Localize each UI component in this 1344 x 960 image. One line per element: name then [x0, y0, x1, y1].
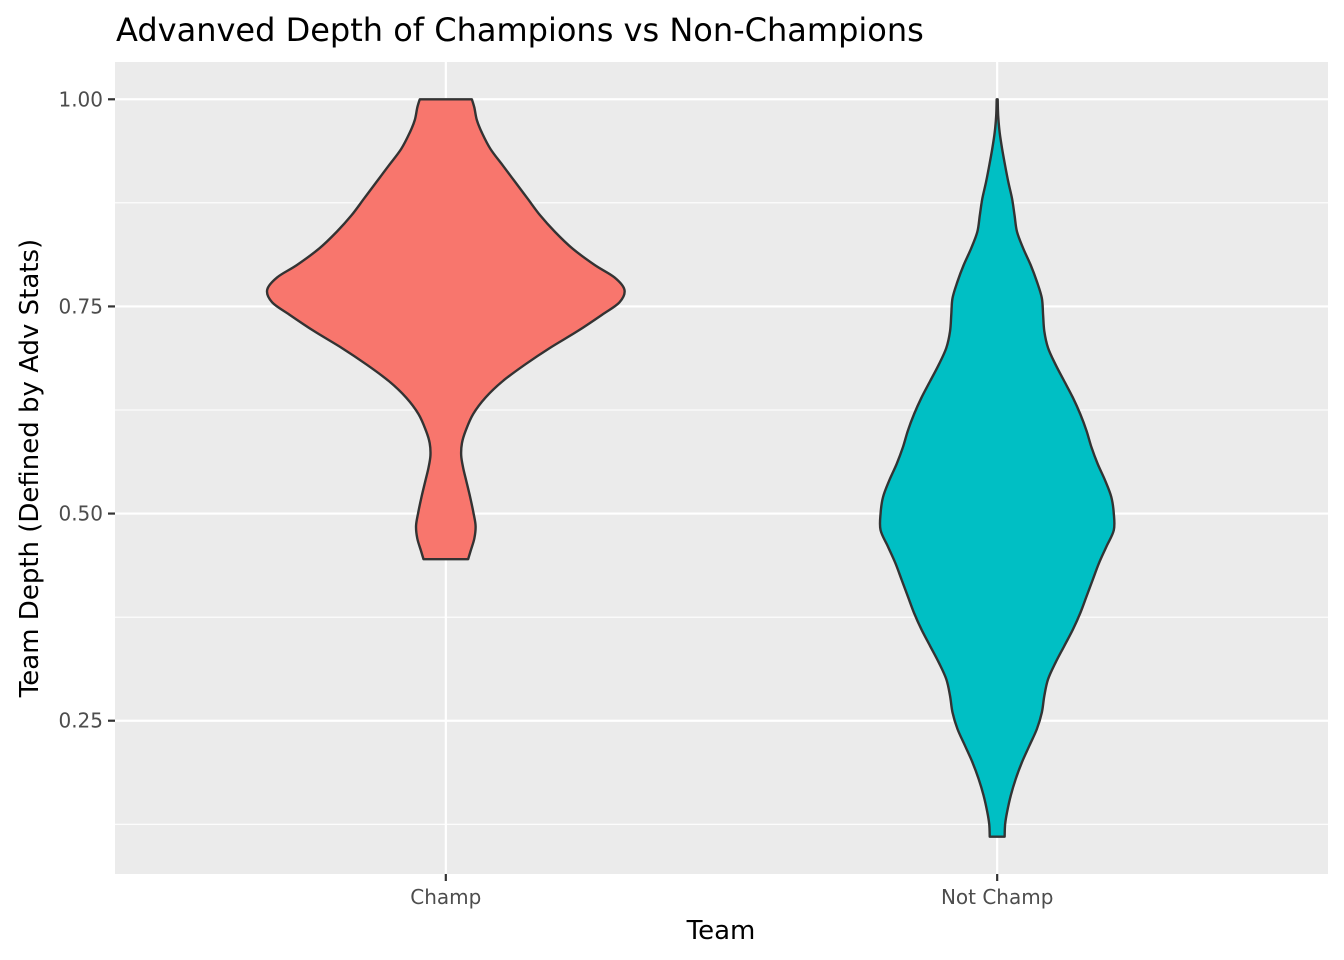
axes: 0.25 0.50 0.75 1.00 Champ Not Champ	[58, 87, 1053, 909]
x-axis-title: Team	[686, 916, 756, 946]
y-tick-label-1: 0.50	[58, 502, 103, 526]
y-tick-label-0: 0.25	[58, 709, 103, 733]
violins	[265, 98, 1116, 838]
y-tick-label-2: 0.75	[58, 294, 103, 318]
plot-panel	[115, 62, 1328, 874]
x-tick-label-0: Champ	[410, 885, 481, 909]
chart-title: Advanved Depth of Champions vs Non-Champ…	[116, 11, 924, 49]
y-axis-title: Team Depth (Defined by Adv Stats)	[15, 239, 45, 698]
y-tick-label-3: 1.00	[58, 87, 103, 111]
x-tick-label-1: Not Champ	[941, 885, 1053, 909]
violin-not-champ	[878, 98, 1116, 838]
violin-champ	[265, 98, 626, 561]
